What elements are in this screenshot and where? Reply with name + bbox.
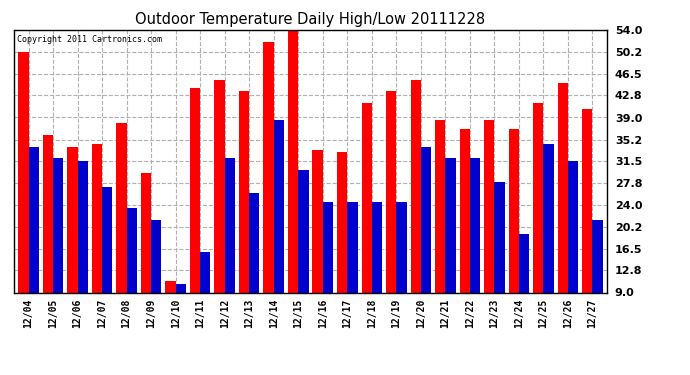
- Bar: [313, 150, 323, 345]
- Bar: [249, 194, 259, 345]
- Bar: [288, 30, 298, 345]
- Bar: [190, 88, 200, 345]
- Bar: [445, 158, 455, 345]
- Bar: [176, 284, 186, 345]
- Bar: [67, 147, 77, 345]
- Bar: [77, 161, 88, 345]
- Bar: [533, 103, 544, 345]
- Bar: [18, 52, 28, 345]
- Bar: [215, 80, 225, 345]
- Bar: [28, 147, 39, 345]
- Bar: [582, 109, 593, 345]
- Bar: [225, 158, 235, 345]
- Bar: [323, 202, 333, 345]
- Bar: [298, 170, 308, 345]
- Bar: [460, 129, 470, 345]
- Bar: [117, 123, 126, 345]
- Bar: [53, 158, 63, 345]
- Bar: [509, 129, 519, 345]
- Bar: [386, 91, 396, 345]
- Bar: [43, 135, 53, 345]
- Bar: [421, 147, 431, 345]
- Bar: [274, 120, 284, 345]
- Bar: [519, 234, 529, 345]
- Bar: [166, 281, 176, 345]
- Bar: [484, 120, 495, 345]
- Bar: [568, 161, 578, 345]
- Text: Copyright 2011 Cartronics.com: Copyright 2011 Cartronics.com: [17, 35, 161, 44]
- Bar: [337, 153, 347, 345]
- Bar: [372, 202, 382, 345]
- Bar: [396, 202, 406, 345]
- Bar: [470, 158, 480, 345]
- Title: Outdoor Temperature Daily High/Low 20111228: Outdoor Temperature Daily High/Low 20111…: [135, 12, 486, 27]
- Bar: [593, 220, 603, 345]
- Bar: [239, 91, 249, 345]
- Bar: [264, 42, 274, 345]
- Bar: [141, 173, 151, 345]
- Bar: [151, 220, 161, 345]
- Bar: [200, 252, 210, 345]
- Bar: [362, 103, 372, 345]
- Bar: [495, 182, 504, 345]
- Bar: [347, 202, 357, 345]
- Bar: [92, 144, 102, 345]
- Bar: [411, 80, 421, 345]
- Bar: [126, 208, 137, 345]
- Bar: [435, 120, 445, 345]
- Bar: [544, 144, 554, 345]
- Bar: [558, 82, 568, 345]
- Bar: [102, 188, 112, 345]
